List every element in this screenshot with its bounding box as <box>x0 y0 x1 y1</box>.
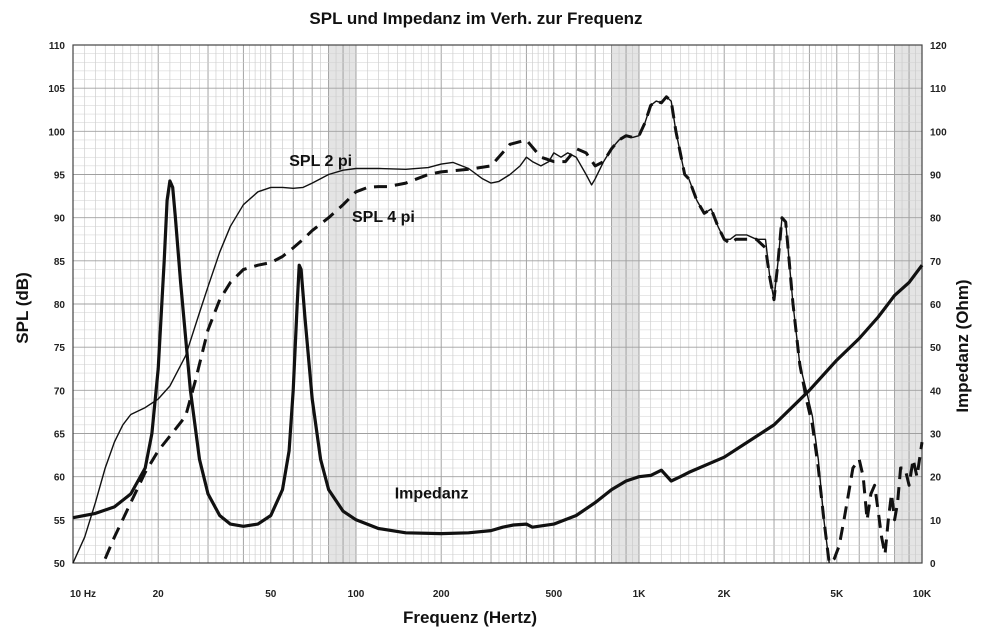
y2-tick-label-100: 100 <box>930 127 947 138</box>
y-tick-label-70: 70 <box>54 386 66 397</box>
y2-tick-label-80: 80 <box>930 214 942 225</box>
series-layer <box>72 95 924 565</box>
y-tick-label-100: 100 <box>48 127 65 138</box>
y-tick-label-50: 50 <box>54 559 66 570</box>
x-tick-label-200: 200 <box>433 589 450 600</box>
x-tick-label-2K: 2K <box>718 589 732 600</box>
x-tick-label-500: 500 <box>545 589 562 600</box>
annotation-layer: SPL 2 pi SPL 4 pi Impedanz <box>289 153 468 502</box>
series-line-impedanz <box>72 179 924 536</box>
y2-tick-label-20: 20 <box>930 473 942 484</box>
y-tick-label-95: 95 <box>54 171 66 182</box>
y-tick-label-80: 80 <box>54 300 66 311</box>
y2-tick-label-120: 120 <box>930 41 947 52</box>
y2-tick-label-60: 60 <box>930 300 942 311</box>
y2-tick-label-50: 50 <box>930 343 942 354</box>
y-tick-label-105: 105 <box>48 84 65 95</box>
x-tick-label-10K: 10K <box>913 589 932 600</box>
series-line-spl-2-pi <box>72 96 830 564</box>
y2-tick-label-40: 40 <box>930 386 942 397</box>
x-tick-label-5K: 5K <box>830 589 844 600</box>
grid-layer <box>72 44 922 564</box>
y-tick-label-110: 110 <box>49 41 66 52</box>
annotation-impedanz: Impedanz <box>395 485 469 502</box>
y-tick-label-55: 55 <box>54 516 66 527</box>
y2-tick-label-90: 90 <box>930 171 942 182</box>
y2-tick-label-0: 0 <box>930 559 936 570</box>
y2-tick-label-70: 70 <box>930 257 942 268</box>
x-tick-label-1K: 1K <box>633 589 647 600</box>
y-axis-label: SPL (dB) <box>13 272 32 343</box>
y2-tick-label-30: 30 <box>930 430 942 441</box>
y-tick-label-85: 85 <box>54 257 66 268</box>
x-tick-label-20: 20 <box>153 589 165 600</box>
y-tick-label-90: 90 <box>54 214 66 225</box>
chart-title: SPL und Impedanz im Verh. zur Frequenz <box>309 9 642 28</box>
x-tick-label-100: 100 <box>348 589 365 600</box>
y-tick-label-65: 65 <box>54 430 66 441</box>
y-tick-label-60: 60 <box>54 473 66 484</box>
x-tick-label-10-Hz: 10 Hz <box>70 589 96 600</box>
y2-axis-label: Impedanz (Ohm) <box>953 279 972 412</box>
annotation-spl-4-pi: SPL 4 pi <box>352 209 415 226</box>
y-tick-label-75: 75 <box>54 343 66 354</box>
annotation-spl-2-pi: SPL 2 pi <box>289 153 352 170</box>
x-axis-label: Frequenz (Hertz) <box>403 608 537 627</box>
tick-layer: 10 Hz 20 50 100 200 500 1K 2K 5K 10K5055606570758… <box>48 41 947 600</box>
x-tick-label-50: 50 <box>265 589 277 600</box>
y2-tick-label-10: 10 <box>930 516 942 527</box>
plot-frame <box>72 44 923 564</box>
y2-tick-label-110: 110 <box>930 84 947 95</box>
